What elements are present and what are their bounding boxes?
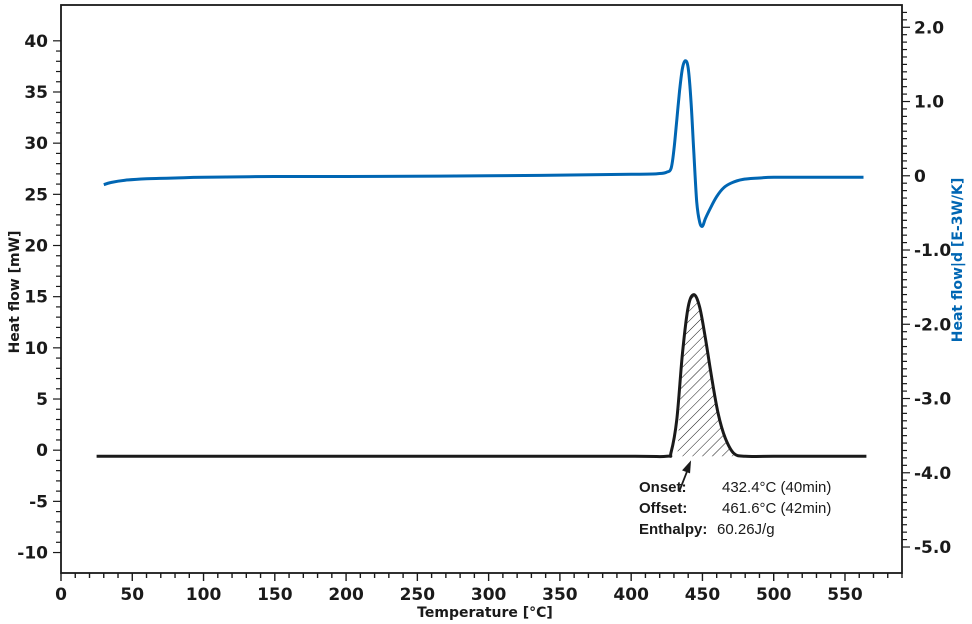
x-tick-label: 150 xyxy=(257,585,293,605)
x-tick-label: 350 xyxy=(542,585,578,605)
annotation-key: Offset: xyxy=(639,500,687,517)
left-y-tick-label: 30 xyxy=(24,134,48,154)
x-tick-label: 200 xyxy=(328,585,364,605)
derivative-line xyxy=(103,59,864,228)
x-tick-label: 100 xyxy=(186,585,222,605)
right-y-tick-label: -4.0 xyxy=(914,464,951,484)
plot-frame xyxy=(60,4,903,574)
annotation-key: Enthalpy: xyxy=(639,521,707,538)
series-layer xyxy=(96,59,867,459)
x-tick-label: 300 xyxy=(471,585,507,605)
x-tick-label: 0 xyxy=(55,585,67,605)
enthalpy-hatched-area xyxy=(677,294,734,457)
heat-flow-line xyxy=(96,293,867,459)
annotation-arrowhead xyxy=(682,460,692,474)
right-y-axis-title: Heat flow|d [E-3W/K] xyxy=(950,178,966,342)
right-y-tick-label: -5.0 xyxy=(914,538,951,558)
annotation-key: Onset: xyxy=(639,479,687,496)
x-tick-label: 550 xyxy=(827,585,863,605)
left-y-tick-label: 15 xyxy=(24,288,48,308)
left-y-tick-label: 0 xyxy=(36,441,48,461)
left-y-tick-label: 5 xyxy=(36,390,48,410)
left-y-tick-label: 35 xyxy=(24,83,48,103)
annotation-value: 60.26J/g xyxy=(717,521,775,538)
left-y-tick-label: -5 xyxy=(29,492,48,512)
right-y-tick-label: -1.0 xyxy=(914,241,951,261)
right-y-tick-label: -2.0 xyxy=(914,315,951,335)
right-y-tick-label: -3.0 xyxy=(914,390,951,410)
right-y-tick-label: 0 xyxy=(914,167,926,187)
left-y-tick-label: 10 xyxy=(24,339,48,359)
x-axis-title: Temperature [°C] xyxy=(417,605,553,621)
left-y-tick-label: 40 xyxy=(24,32,48,52)
x-tick-label: 450 xyxy=(685,585,721,605)
right-y-tick-label: 2.0 xyxy=(914,18,944,38)
x-axis: 0 50 100 150 200 250 300 350 400 450 500 550 xyxy=(55,573,903,605)
annotation-value: 432.4°C (40min) xyxy=(722,479,831,496)
x-tick-label: 50 xyxy=(120,585,144,605)
left-y-tick-label: 25 xyxy=(24,185,48,205)
x-tick-label: 500 xyxy=(756,585,792,605)
annotation: Onset: 432.4°C (40min) Offset: 461.6°C (42m… xyxy=(639,460,831,538)
left-y-tick-label: -10 xyxy=(17,544,48,564)
annotation-value: 461.6°C (42min) xyxy=(722,500,831,517)
left-y-axis-title: Heat flow [mW] xyxy=(7,231,23,354)
left-y-axis: -10 -5 0 5 10 15 20 25 30 35 40 xyxy=(17,32,61,564)
x-tick-label: 400 xyxy=(613,585,649,605)
right-y-axis: -5.0 -4.0 -3.0 -2.0 -1.0 0 1.0 2.0 xyxy=(902,11,951,558)
right-y-tick-label: 1.0 xyxy=(914,93,944,113)
x-tick-label: 250 xyxy=(400,585,436,605)
left-y-tick-label: 20 xyxy=(24,237,48,257)
